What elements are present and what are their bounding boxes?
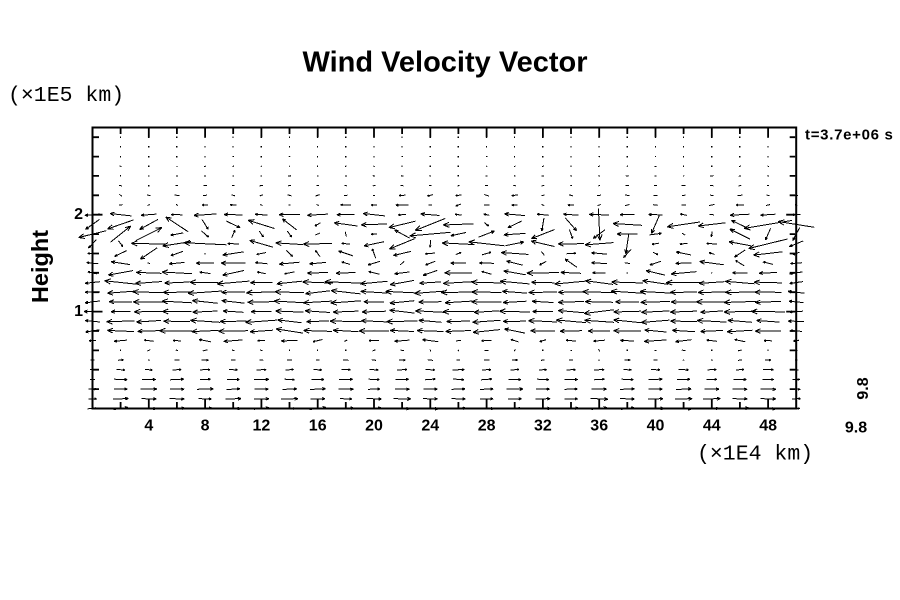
svg-text:12: 12	[253, 418, 271, 435]
svg-text:4: 4	[144, 418, 153, 435]
svg-text:2: 2	[74, 206, 83, 223]
svg-text:t=3.7e+06 s: t=3.7e+06 s	[805, 127, 894, 144]
svg-text:48: 48	[759, 418, 777, 435]
svg-text:Height: Height	[27, 230, 53, 303]
svg-text:9.8: 9.8	[855, 377, 872, 399]
svg-text:40: 40	[647, 418, 665, 435]
svg-text:8: 8	[201, 418, 210, 435]
svg-text:(×1E4 km): (×1E4 km)	[697, 443, 813, 467]
svg-text:9.8: 9.8	[845, 420, 867, 437]
svg-text:1: 1	[74, 303, 83, 320]
svg-text:20: 20	[365, 418, 383, 435]
svg-text:28: 28	[478, 418, 496, 435]
svg-text:32: 32	[534, 418, 552, 435]
svg-text:24: 24	[421, 418, 439, 435]
svg-text:16: 16	[309, 418, 327, 435]
svg-text:36: 36	[590, 418, 608, 435]
svg-text:Wind Velocity Vector: Wind Velocity Vector	[303, 47, 588, 79]
svg-text:44: 44	[703, 418, 721, 435]
svg-text:(×1E5 km): (×1E5 km)	[8, 84, 124, 108]
